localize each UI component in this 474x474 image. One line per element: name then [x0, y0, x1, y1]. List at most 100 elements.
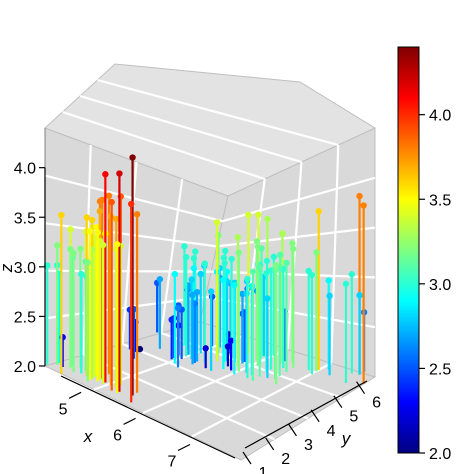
y-axis-line — [244, 380, 368, 449]
grid-line — [97, 78, 339, 147]
grid-line — [122, 342, 309, 420]
data-point — [108, 198, 115, 206]
data-point — [315, 208, 322, 215]
grid-line — [191, 362, 332, 438]
data-point — [253, 238, 261, 245]
data-point — [83, 214, 90, 221]
data-point — [174, 304, 182, 312]
y-axis-label: y — [341, 429, 352, 448]
data-point — [96, 198, 104, 205]
data-point — [279, 230, 286, 237]
data-point — [224, 343, 232, 350]
y-tick-label: 6 — [372, 395, 381, 412]
data-point — [222, 247, 229, 255]
panel-top — [44, 63, 377, 197]
data-point — [190, 255, 198, 262]
data-point — [207, 288, 215, 295]
data-point — [86, 228, 94, 235]
z-tick-label: 3.5 — [14, 210, 36, 227]
data-point — [356, 292, 363, 299]
data-point — [313, 249, 320, 256]
z-tick-label: 2.5 — [14, 309, 36, 326]
data-point — [290, 245, 297, 252]
x-tick — [123, 417, 136, 425]
z-tick-label: 4.0 — [14, 161, 36, 178]
data-point — [156, 276, 164, 283]
data-point — [84, 259, 91, 266]
colorbar-tick-label: 3.0 — [429, 277, 451, 294]
y-tick — [242, 451, 252, 465]
data-point — [171, 270, 179, 278]
data-point — [235, 249, 243, 256]
y-tick-label: 1 — [259, 465, 268, 474]
data-point — [221, 259, 228, 267]
axes: 2.02.53.03.54.0z567x123456y — [0, 128, 381, 474]
data-point — [264, 215, 271, 223]
data-point — [255, 211, 262, 218]
grid-line — [330, 144, 340, 364]
data-point — [244, 275, 251, 283]
data-point — [88, 216, 96, 224]
data-point — [67, 226, 74, 233]
y-tick-label: 3 — [304, 437, 313, 454]
data-point — [220, 276, 227, 284]
data-point — [231, 281, 238, 289]
data-point — [102, 171, 109, 178]
data-point — [77, 245, 84, 253]
colorbar-tick-label: 2.0 — [429, 446, 451, 463]
data-point — [270, 253, 277, 260]
data-point — [54, 242, 61, 249]
data-point — [182, 253, 190, 261]
x-tick-label: 7 — [168, 454, 177, 471]
data-point — [325, 277, 332, 284]
y-tick-label: 5 — [349, 409, 358, 426]
data-point — [78, 271, 85, 278]
data-point — [197, 270, 204, 278]
y-tick — [310, 409, 320, 423]
data-point — [264, 295, 271, 302]
data-point — [181, 243, 188, 250]
x-tick-label: 6 — [113, 427, 122, 444]
data-point — [189, 291, 196, 299]
data-point — [263, 257, 271, 265]
data-point — [326, 292, 333, 300]
grid-line — [79, 94, 302, 164]
colorbar: 2.0 2.5 3.0 3.5 4.0 — [397, 46, 451, 463]
data-point — [58, 211, 65, 219]
stems — [44, 154, 368, 403]
data-point — [276, 251, 284, 259]
grid-line — [160, 178, 184, 334]
data-point — [136, 345, 144, 353]
data-point — [289, 240, 296, 247]
x-tick — [68, 391, 82, 399]
colorbar-tick-label: 2.5 — [429, 361, 451, 378]
data-point — [342, 280, 350, 288]
colorbar-gradient — [397, 46, 420, 454]
data-point — [263, 270, 270, 277]
data-point — [70, 250, 77, 257]
data-point — [96, 208, 104, 215]
colorbar-tick-label: 3.5 — [429, 192, 451, 209]
data-point — [360, 202, 367, 209]
data-point — [272, 262, 280, 269]
data-point — [190, 265, 198, 272]
data-point — [202, 345, 209, 352]
y-tick — [333, 395, 343, 409]
y-tick-label: 2 — [281, 451, 290, 468]
data-point — [201, 260, 208, 267]
grid-line — [286, 161, 303, 350]
data-point — [113, 215, 120, 223]
y-tick — [356, 381, 366, 394]
y-tick-label: 4 — [327, 423, 336, 440]
data-point — [213, 219, 221, 226]
x-axis-label: x — [83, 427, 93, 446]
data-point — [234, 234, 242, 241]
data-point — [128, 200, 135, 208]
x-tick-label: 5 — [59, 401, 68, 418]
y-tick — [265, 437, 275, 451]
z-tick-label: 3.0 — [14, 260, 36, 277]
data-point — [348, 271, 356, 278]
data-point — [188, 276, 195, 283]
x-tick — [177, 443, 191, 452]
data-point — [227, 337, 235, 344]
